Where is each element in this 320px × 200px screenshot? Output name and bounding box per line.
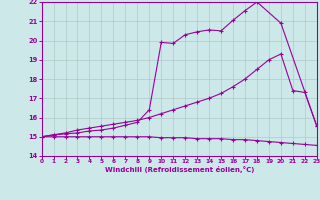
X-axis label: Windchill (Refroidissement éolien,°C): Windchill (Refroidissement éolien,°C)	[105, 166, 254, 173]
